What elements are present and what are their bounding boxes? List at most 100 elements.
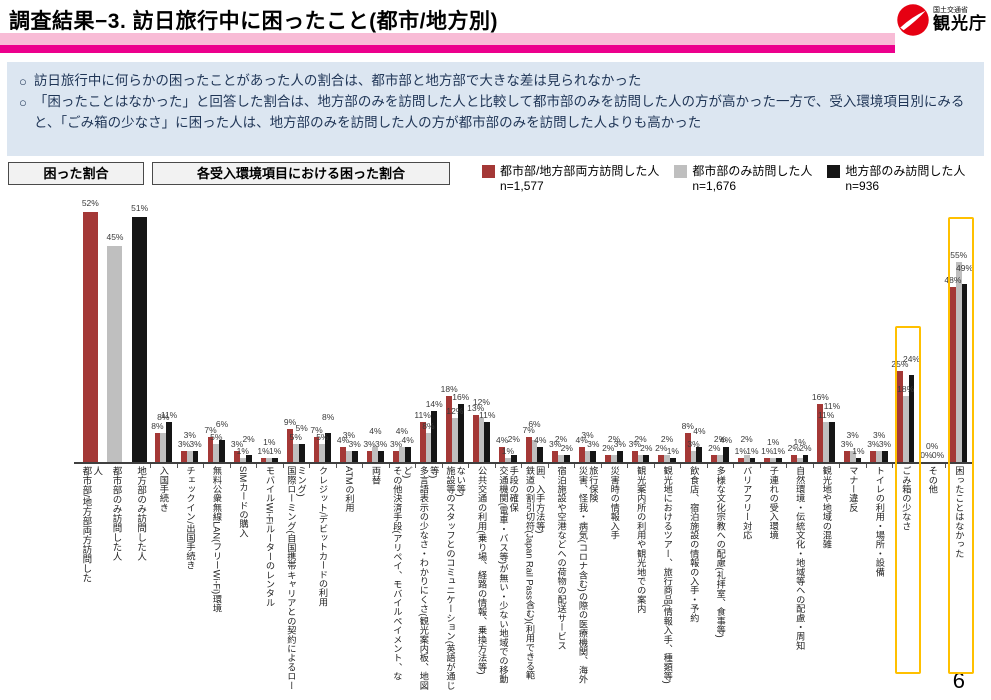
bar-value-label: 16% [452,391,470,402]
legend-swatch-icon [827,165,841,178]
category-label: マナー違反 [847,466,858,512]
axis-tick [229,463,231,468]
axis-tick [415,463,417,468]
bar-value-label: 2% [554,433,568,444]
category-label: 観光地におけるツアー、旅行商品(情報入手、種類等) [662,466,673,684]
bar-value-label: 6% [215,419,229,430]
bar-segment [611,454,617,462]
bar-segment [505,458,511,462]
bar-segment [325,432,332,462]
by-item-chart-column: 4% 3% 3% [335,214,363,468]
bar-segment [664,454,670,462]
bar-value-label: 55% [950,249,968,260]
category-label: 観光案内所の利用や観光地での案内 [635,466,646,614]
by-item-chart-column: 9% 5% 5% [282,214,310,468]
axis-tick [600,463,602,468]
category-label: ごみ箱の少なさ [900,466,911,531]
bar-value-label: 3% [389,439,403,450]
by-item-chart-column: 4% 3% 3% [574,214,601,468]
by-item-chart-column: 25% 18% 24% [891,214,920,468]
bar-value-label: 5% [289,431,302,442]
axis-tick [865,463,867,468]
bar-value-label: 4% [395,426,409,437]
agency-name: 観光庁 [933,13,987,33]
bar-value-label: 1% [666,446,679,457]
bar-segment [292,443,299,462]
bar-value-label: 4% [534,435,547,446]
bar-value-label: 11% [414,409,431,420]
bar-value-label: 2% [602,442,615,453]
by-item-chart-column: 7% 5% 6% [203,214,230,468]
by-item-chart-column: 3% 4% 3% [362,214,389,468]
bar-value-label: 2% [740,433,753,444]
category-label: 自然環境・伝統文化・地域等への配慮・周知 [794,466,805,650]
bar-segment [160,432,167,462]
axis-tick [494,463,496,468]
by-item-chart-column: 8% 3% 4% [680,214,707,468]
category-label: 交通機関(電車・バス等)が無い・少ない地域での移動手段の確保 [497,466,519,684]
bar-segment [870,451,877,462]
by-item-chart-column: 16% 11% 11% [812,214,840,468]
legend-label: 地方部のみ訪問した人 n=936 [845,164,966,193]
bar-segment [340,447,346,462]
bar-value-label: 3% [687,439,700,450]
bar-value-label: 7% [522,424,535,435]
bar-value-label: 52% [81,198,99,209]
bar-value-label: 4% [401,435,414,446]
bar-segment [499,447,506,462]
bar-value-label: 8% [422,420,435,431]
section-label-by-item: 各受入環境項目における困った割合 [152,162,450,185]
bar-segment [882,451,888,462]
bar-value-label: 3% [183,430,196,441]
by-item-chart-column: 3% 2% 2% [547,214,575,468]
axis-tick [441,463,443,468]
category-label: ATMの利用 [344,466,355,513]
bar-segment [605,454,612,462]
bar-segment [219,440,225,462]
category-label: チェックイン/出国手続き [184,466,195,570]
bar-value-label: 18% [897,384,915,395]
axis-tick [680,463,682,468]
bar-value-label: 49% [956,262,974,273]
tourism-agency-logo: 国土交通省 観光庁 [896,3,987,37]
bar-segment [404,447,411,462]
bar-value-label: 1% [793,437,806,448]
bar-segment [531,440,538,462]
category-label: 施設等のスタッフとのコミュニケーション(英語が通じない等) [444,466,466,690]
bar-value-label: 1% [746,446,759,457]
bar-value-label: 5% [210,431,223,442]
category-label: モバイルWi-Fiルーターのレンタル [264,466,275,608]
bar-segment [186,451,193,462]
by-item-chart-column: 7% 6% 4% [521,214,548,468]
bar-segment [817,403,824,462]
bar-segment [393,451,399,462]
bar-segment [472,414,479,462]
by-item-chart-column: 2% 2% 1% [653,214,681,468]
highlight-box-trash-bins [894,326,921,674]
bar-value-label: 0% [920,450,933,460]
bar-segment [452,418,458,462]
category-label: 公共交通の利用(乗り場、経路の情報、乗換方法等) [476,466,487,675]
summary-box: 訪日旅行中に何らかの困ったことがあった人の割合は、都市部と地方部で大きな差は見ら… [7,62,984,156]
bar-segment [737,458,744,462]
bar-segment [207,436,214,462]
bar-segment [658,454,665,462]
category-label: 無料公衆無線LAN(フリーWi-Fi)環境 [211,466,222,613]
bar-value-label: 3% [549,439,562,450]
bar-segment [776,458,782,462]
bar-value-label: 2% [507,433,520,444]
bar-segment [764,458,771,462]
page-number: 6 [952,668,965,693]
bar-value-label: 3% [189,439,202,450]
bar-segment [298,443,305,462]
by-item-chart-column: 11% 8% 14% [414,214,443,468]
summary-bullet-text: 「困ったことはなかった」と回答した割合は、地方部のみを訪問した人と比較して都市部… [33,94,965,131]
by-item-chart-column: 2% 1% 2% [786,214,813,468]
bar-value-label: 8% [157,411,170,422]
bar-segment [876,451,883,462]
by-item-chart-column: 3% 4% 4% [388,214,416,468]
legend-item: 地方部のみ訪問した人 n=936 [827,164,965,194]
bar-segment [457,403,464,462]
bar-segment [584,451,591,462]
bar-segment [260,458,267,462]
